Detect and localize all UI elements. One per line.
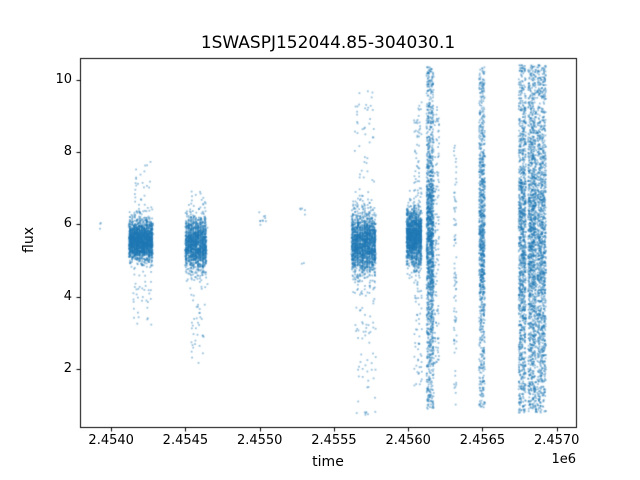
chart-title: 1SWASPJ152044.85-304030.1 [200,33,456,53]
x-axis-label: time [312,454,344,470]
y-axis-label: flux [20,227,37,253]
x-axis-offset-label: 1e6 [551,452,576,467]
